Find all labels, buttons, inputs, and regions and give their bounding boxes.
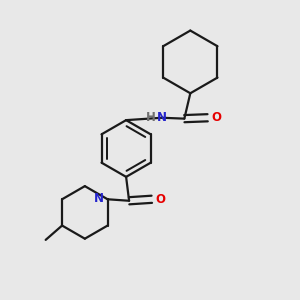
Text: N: N (157, 111, 166, 124)
Text: O: O (156, 193, 166, 206)
Text: N: N (94, 193, 104, 206)
Text: O: O (212, 111, 221, 124)
Text: H: H (146, 111, 155, 124)
